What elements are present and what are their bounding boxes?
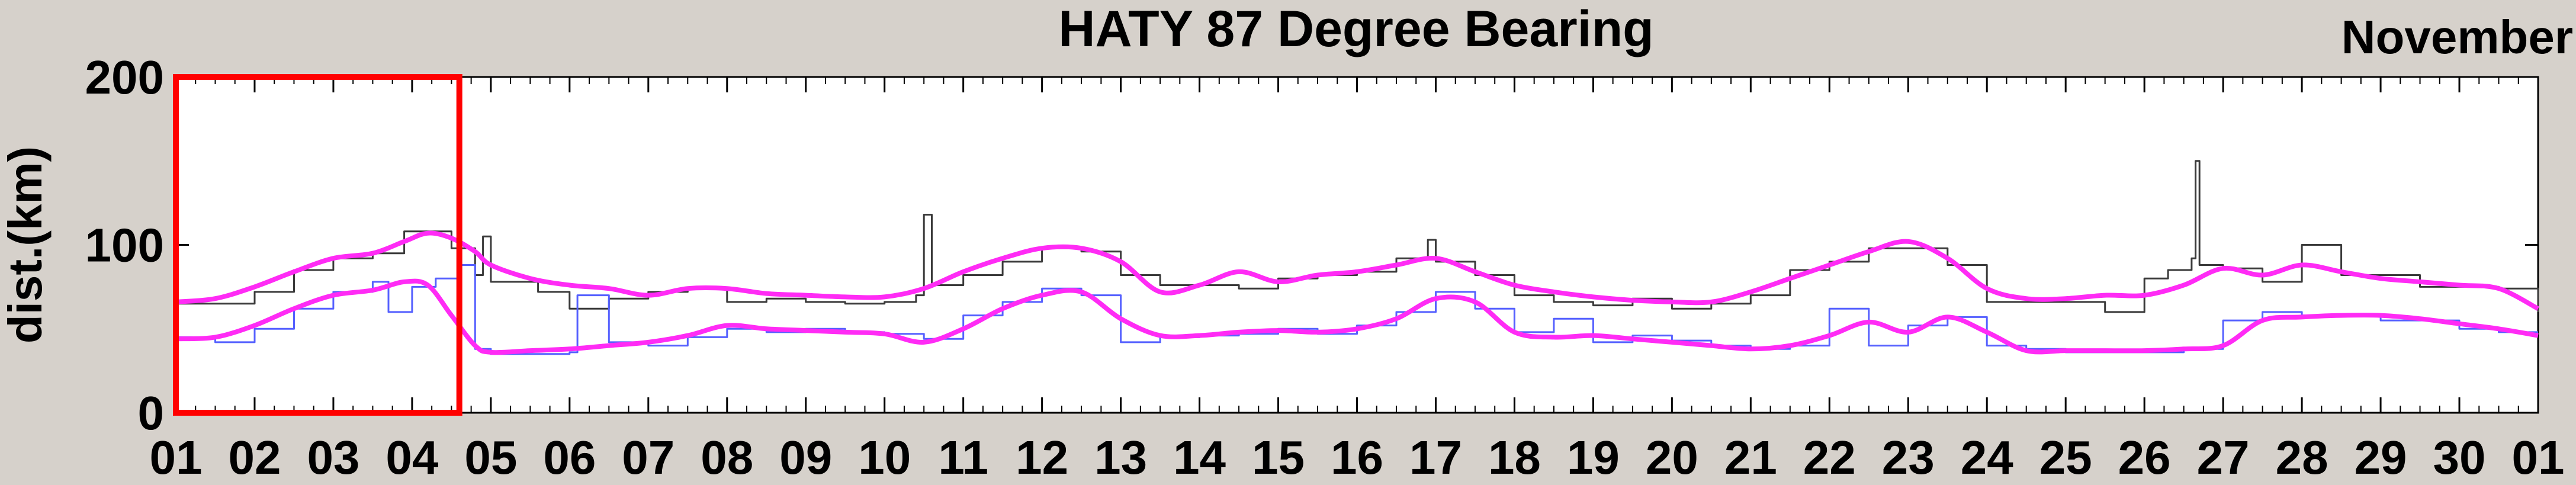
x-tick-label: 18 — [1488, 431, 1541, 484]
x-tick-label: 05 — [464, 431, 517, 484]
highlight-box — [173, 74, 462, 416]
y-tick-label: 0 — [138, 387, 165, 439]
y-axis-label: dist.(km) — [0, 146, 52, 343]
x-tick-label: 09 — [779, 431, 832, 484]
plot-area — [175, 76, 2539, 414]
y-tick-label: 200 — [85, 51, 164, 104]
x-tick-label: 23 — [1882, 431, 1935, 484]
x-tick-label: 21 — [1724, 431, 1777, 484]
x-tick-label: 25 — [2039, 431, 2092, 484]
x-tick-label: 14 — [1173, 431, 1226, 484]
x-tick-label: 13 — [1094, 431, 1147, 484]
chart-title: HATY 87 Degree Bearing — [1058, 1, 1653, 57]
x-tick-label: 11 — [938, 431, 988, 484]
x-tick-label: 07 — [622, 431, 674, 484]
x-tick-label: 04 — [386, 431, 438, 484]
series-smooth-upper — [175, 230, 2539, 311]
x-tick-label: 06 — [543, 431, 596, 484]
series-layer — [175, 160, 2539, 355]
x-tick-label: 28 — [2276, 431, 2328, 484]
x-axis-ticks: 01 02 03 04 05 06 07 08 09 10 11 12 13 14 15 16 17 18 19 20… — [150, 77, 2565, 484]
x-tick-label: 27 — [2197, 431, 2250, 484]
x-tick-label: 10 — [858, 431, 911, 484]
x-tick-label: 20 — [1646, 431, 1698, 484]
x-tick-label: 03 — [307, 431, 359, 484]
x-tick-label: 12 — [1016, 431, 1068, 484]
x-tick-label: 30 — [2433, 431, 2486, 484]
x-tick-label: 01 — [150, 431, 203, 484]
x-tick-label: 16 — [1331, 431, 1383, 484]
x-tick-label: 17 — [1409, 431, 1462, 484]
x-tick-label: 19 — [1567, 431, 1620, 484]
x-tick-label: 24 — [1961, 431, 2013, 484]
y-axis-ticks: 0 100 200 — [85, 51, 2538, 439]
x-tick-label: 08 — [701, 431, 753, 484]
x-tick-label: 29 — [2355, 431, 2407, 484]
series-smooth-lower — [175, 278, 2539, 355]
y-tick-label: 100 — [85, 219, 164, 272]
x-tick-label: 22 — [1803, 431, 1856, 484]
x-tick-label: 15 — [1252, 431, 1305, 484]
x-tick-label: 01 — [2512, 431, 2565, 484]
x-tick-label: 02 — [228, 431, 281, 484]
month-label: November — [2341, 11, 2573, 63]
x-tick-label: 26 — [2118, 431, 2171, 484]
